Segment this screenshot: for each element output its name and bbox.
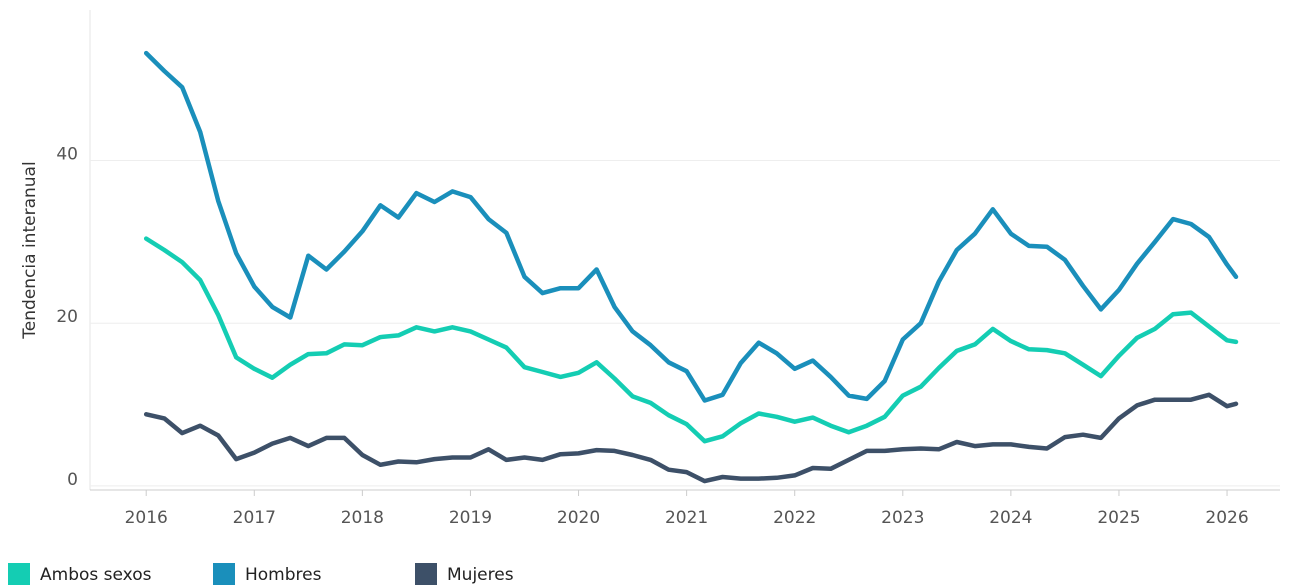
line bbox=[143, 50, 1239, 403]
legend-label: Hombres bbox=[245, 565, 322, 585]
x-tick-label: 2026 bbox=[1205, 508, 1248, 528]
x-tick-label: 2020 bbox=[557, 508, 600, 528]
legend-swatch bbox=[213, 563, 235, 585]
legend-label: Ambos sexos bbox=[40, 565, 152, 585]
x-tick-label: 2016 bbox=[125, 508, 168, 528]
legend-swatch bbox=[415, 563, 437, 585]
x-tick-label: 2018 bbox=[341, 508, 384, 528]
x-tick-label: 2024 bbox=[989, 508, 1032, 528]
legend-swatch bbox=[8, 563, 30, 585]
y-tick-label: 20 bbox=[56, 307, 78, 327]
legend: Ambos sexos Hombres Mujeres bbox=[8, 563, 514, 585]
x-tick-label: 2019 bbox=[449, 508, 492, 528]
y-tick-label: 0 bbox=[67, 470, 78, 490]
y-axis-label: Tendencia interanual bbox=[20, 161, 40, 339]
line bbox=[143, 236, 1239, 444]
y-tick-label: 40 bbox=[56, 145, 78, 165]
x-tick-label: 2025 bbox=[1097, 508, 1140, 528]
x-tick-label: 2022 bbox=[773, 508, 816, 528]
x-tick-label: 2023 bbox=[881, 508, 924, 528]
x-tick-label: 2017 bbox=[233, 508, 276, 528]
x-tick-label: 2021 bbox=[665, 508, 708, 528]
legend-label: Mujeres bbox=[447, 565, 514, 585]
line bbox=[143, 392, 1239, 484]
